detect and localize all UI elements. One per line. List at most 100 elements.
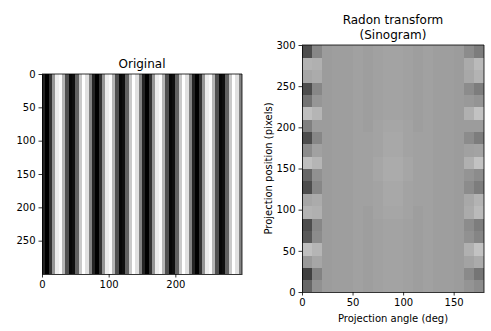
image-cell — [363, 243, 374, 256]
image-cell — [433, 230, 444, 243]
image-cell — [363, 267, 374, 280]
image-cell — [332, 119, 343, 132]
image-cell — [363, 169, 374, 182]
image-cell — [312, 243, 323, 256]
image-cell — [383, 280, 394, 292]
image-cell — [393, 243, 404, 256]
image-cell — [474, 193, 484, 206]
image-cell — [332, 218, 343, 231]
image-cell — [474, 243, 484, 256]
image-cell — [444, 156, 455, 169]
image-cell — [302, 144, 313, 157]
image-cell — [342, 45, 353, 58]
frame-top — [42, 74, 242, 75]
image-cell — [302, 193, 313, 206]
image-cell — [312, 193, 323, 206]
image-cell — [413, 107, 424, 120]
image-cell — [383, 57, 394, 70]
image-cell — [302, 70, 313, 83]
image-cell — [413, 206, 424, 219]
image-cell — [423, 218, 434, 231]
image-cell — [403, 94, 414, 107]
image-cell — [393, 57, 404, 70]
image-cell — [342, 94, 353, 107]
image-cell — [393, 255, 404, 268]
frame-top — [302, 45, 484, 46]
image-cell — [342, 206, 353, 219]
image-cell — [373, 267, 384, 280]
image-cell — [363, 193, 374, 206]
image-cell — [433, 94, 444, 107]
image-cell — [474, 57, 484, 70]
image-cell — [403, 181, 414, 194]
image-cell — [373, 181, 384, 194]
image-cell — [353, 107, 364, 120]
image-cell — [312, 70, 323, 83]
frame-right — [242, 74, 243, 274]
image-cell — [433, 156, 444, 169]
image-cell — [444, 181, 455, 194]
image-cell — [423, 94, 434, 107]
image-cell — [342, 57, 353, 70]
image-cell — [363, 255, 374, 268]
image-cell — [363, 206, 374, 219]
image-cell — [322, 119, 333, 132]
image-cell — [454, 193, 465, 206]
y-tick-mark — [299, 251, 303, 252]
image-cell — [403, 255, 414, 268]
image-cell — [332, 144, 343, 157]
x-tick-label: 200 — [166, 279, 185, 290]
image-cell — [433, 255, 444, 268]
image-cell — [454, 230, 465, 243]
image-cell — [464, 255, 475, 268]
image-cell — [403, 70, 414, 83]
y-tick-label: 100 — [276, 204, 295, 215]
image-cell — [353, 230, 364, 243]
image-cell — [433, 267, 444, 280]
image-cell — [413, 243, 424, 256]
image-cell — [444, 119, 455, 132]
y-tick-mark — [39, 241, 43, 242]
image-cell — [413, 119, 424, 132]
image-cell — [373, 144, 384, 157]
y-axis-title: Projection position (pixels) — [263, 102, 274, 234]
image-cell — [474, 267, 484, 280]
image-cell — [444, 280, 455, 292]
x-tick-mark — [302, 292, 303, 296]
y-tick-mark — [39, 174, 43, 175]
x-axis: 050100150 — [299, 292, 484, 308]
image-cell — [302, 57, 313, 70]
x-tick-mark — [454, 292, 455, 296]
image-cell — [373, 131, 384, 144]
image-cell — [312, 119, 323, 132]
image-cell — [403, 144, 414, 157]
image-cell — [403, 243, 414, 256]
image-cell — [383, 193, 394, 206]
image-cell — [464, 94, 475, 107]
image-cell — [454, 131, 465, 144]
image-cell — [454, 169, 465, 182]
image-cell — [413, 144, 424, 157]
image-cell — [474, 70, 484, 83]
image-cell — [363, 45, 374, 58]
image-cell — [353, 156, 364, 169]
image-cell — [373, 45, 384, 58]
image-cell — [393, 181, 404, 194]
image-cell — [393, 280, 404, 292]
image-cell — [454, 70, 465, 83]
image-cell — [423, 45, 434, 58]
image-cell — [373, 243, 384, 256]
image-cell — [342, 255, 353, 268]
image-cell — [423, 82, 434, 95]
image-cell — [342, 169, 353, 182]
image-cell — [383, 107, 394, 120]
image-cell — [342, 181, 353, 194]
image-cell — [332, 156, 343, 169]
y-axis: 050100150200250300 — [276, 40, 302, 298]
image-cell — [353, 243, 364, 256]
image-cell — [322, 70, 333, 83]
image-cell — [464, 144, 475, 157]
image-cell — [444, 206, 455, 219]
x-tick-mark — [353, 292, 354, 296]
image-cell — [302, 230, 313, 243]
